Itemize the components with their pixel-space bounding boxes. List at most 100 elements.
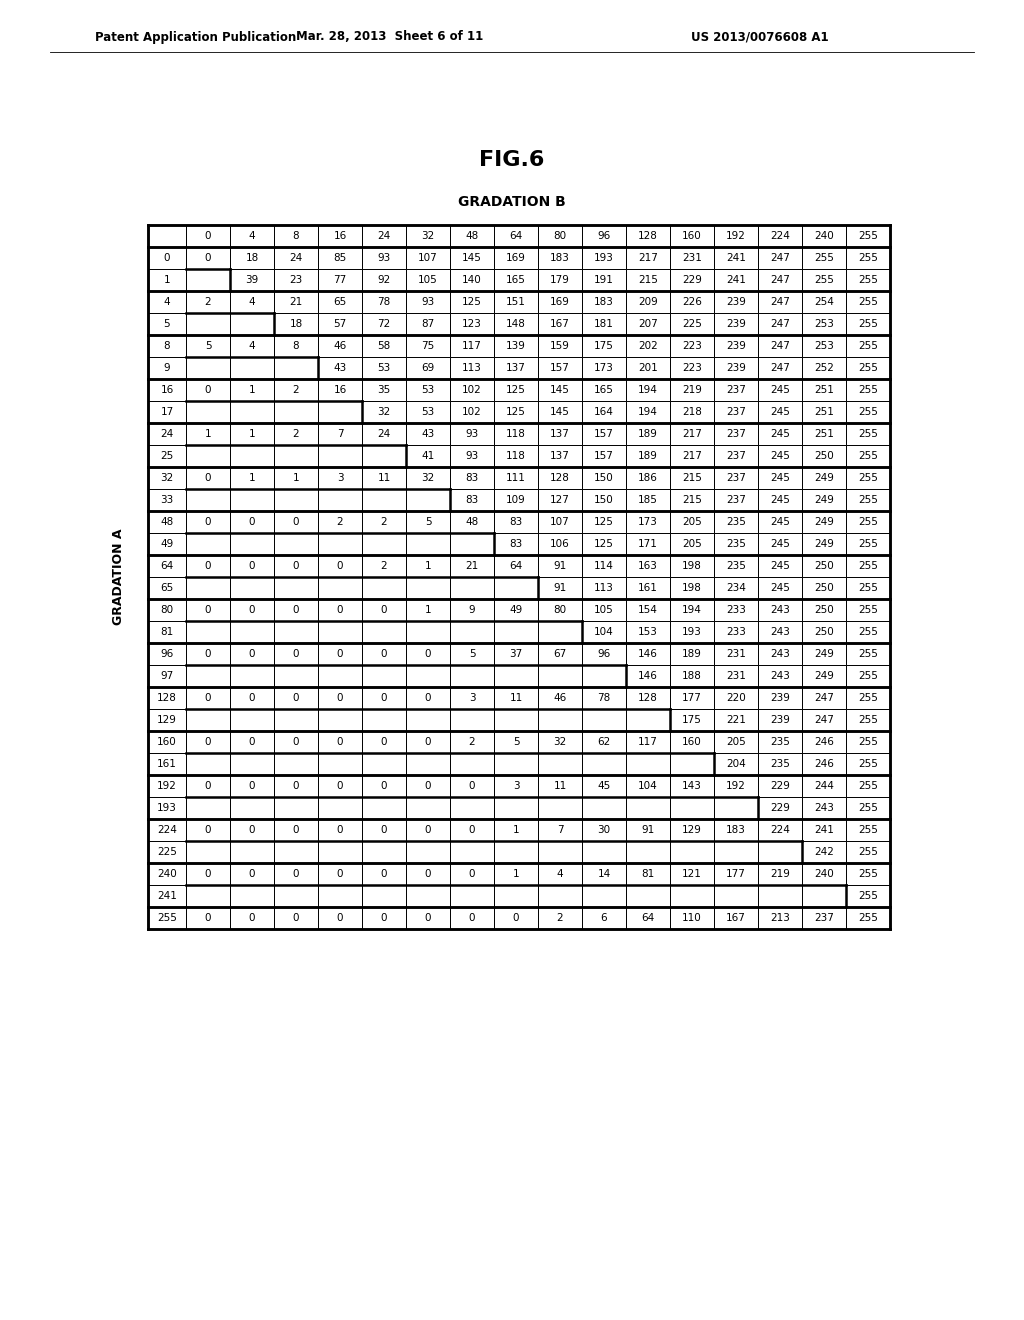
Bar [318, 709, 362, 731]
Text: 239: 239 [770, 693, 790, 704]
Bar [494, 665, 538, 686]
Text: 235: 235 [726, 517, 745, 527]
Text: 0: 0 [381, 605, 387, 615]
Text: 171: 171 [638, 539, 658, 549]
Text: 255: 255 [814, 253, 834, 263]
Text: 64: 64 [161, 561, 174, 572]
Bar [450, 599, 494, 620]
Bar [802, 488, 846, 511]
Text: 164: 164 [594, 407, 614, 417]
Text: 247: 247 [770, 341, 790, 351]
Text: 243: 243 [770, 605, 790, 615]
Bar [318, 752, 362, 775]
Text: 173: 173 [638, 517, 658, 527]
Bar [802, 247, 846, 269]
Text: 207: 207 [638, 319, 657, 329]
Text: 1: 1 [513, 825, 519, 836]
Text: 1: 1 [164, 275, 170, 285]
Text: 2: 2 [381, 517, 387, 527]
Text: 0: 0 [337, 913, 343, 923]
Bar [714, 797, 758, 818]
Bar [274, 620, 318, 643]
Text: 243: 243 [770, 671, 790, 681]
Bar [362, 907, 406, 929]
Text: 109: 109 [506, 495, 526, 506]
Bar [846, 445, 890, 467]
Text: 65: 65 [161, 583, 174, 593]
Text: 85: 85 [334, 253, 347, 263]
Text: 245: 245 [770, 451, 790, 461]
Text: 11: 11 [553, 781, 566, 791]
Text: 1: 1 [425, 561, 431, 572]
Text: 217: 217 [682, 451, 701, 461]
Text: 235: 235 [726, 561, 745, 572]
Bar [802, 290, 846, 313]
Bar [582, 335, 626, 356]
Bar [494, 422, 538, 445]
Text: 62: 62 [597, 737, 610, 747]
Text: 192: 192 [726, 231, 745, 242]
Text: 255: 255 [858, 319, 878, 329]
Bar [626, 422, 670, 445]
Bar [626, 731, 670, 752]
Text: 104: 104 [594, 627, 613, 638]
Text: 245: 245 [770, 407, 790, 417]
Text: 244: 244 [814, 781, 834, 791]
Text: 193: 193 [682, 627, 701, 638]
Bar [670, 643, 714, 665]
Bar [318, 290, 362, 313]
Text: 145: 145 [550, 385, 570, 395]
Bar [186, 445, 230, 467]
Bar [450, 643, 494, 665]
Bar [714, 599, 758, 620]
Bar [186, 577, 230, 599]
Bar [274, 643, 318, 665]
Bar [802, 731, 846, 752]
Bar [846, 577, 890, 599]
Bar [538, 643, 582, 665]
Bar [362, 841, 406, 863]
Bar [538, 488, 582, 511]
Text: 161: 161 [638, 583, 658, 593]
Bar [274, 379, 318, 401]
Text: 169: 169 [506, 253, 526, 263]
Bar [318, 577, 362, 599]
Text: 125: 125 [462, 297, 482, 308]
Text: 32: 32 [421, 231, 434, 242]
Text: 67: 67 [553, 649, 566, 659]
Bar [802, 422, 846, 445]
Bar [450, 907, 494, 929]
Bar [406, 620, 450, 643]
Text: 111: 111 [506, 473, 526, 483]
Text: 81: 81 [161, 627, 174, 638]
Bar [670, 356, 714, 379]
Text: 177: 177 [726, 869, 745, 879]
Text: 53: 53 [421, 407, 434, 417]
Text: 105: 105 [418, 275, 438, 285]
Bar [318, 356, 362, 379]
Bar [626, 863, 670, 884]
Text: 252: 252 [814, 363, 834, 374]
Text: 148: 148 [506, 319, 526, 329]
Bar [714, 818, 758, 841]
Text: 5: 5 [513, 737, 519, 747]
Text: 255: 255 [858, 803, 878, 813]
Text: 53: 53 [378, 363, 390, 374]
Text: 0: 0 [337, 737, 343, 747]
Text: 64: 64 [641, 913, 654, 923]
Bar [406, 224, 450, 247]
Text: 245: 245 [770, 539, 790, 549]
Bar [318, 643, 362, 665]
Text: Mar. 28, 2013  Sheet 6 of 11: Mar. 28, 2013 Sheet 6 of 11 [296, 30, 483, 44]
Text: 2: 2 [293, 429, 299, 440]
Bar [318, 554, 362, 577]
Text: 32: 32 [378, 407, 390, 417]
Bar [186, 686, 230, 709]
Bar [230, 907, 274, 929]
Bar [362, 818, 406, 841]
Bar [670, 379, 714, 401]
Text: 118: 118 [506, 451, 526, 461]
Bar [450, 511, 494, 533]
Bar [230, 665, 274, 686]
Text: 129: 129 [682, 825, 701, 836]
